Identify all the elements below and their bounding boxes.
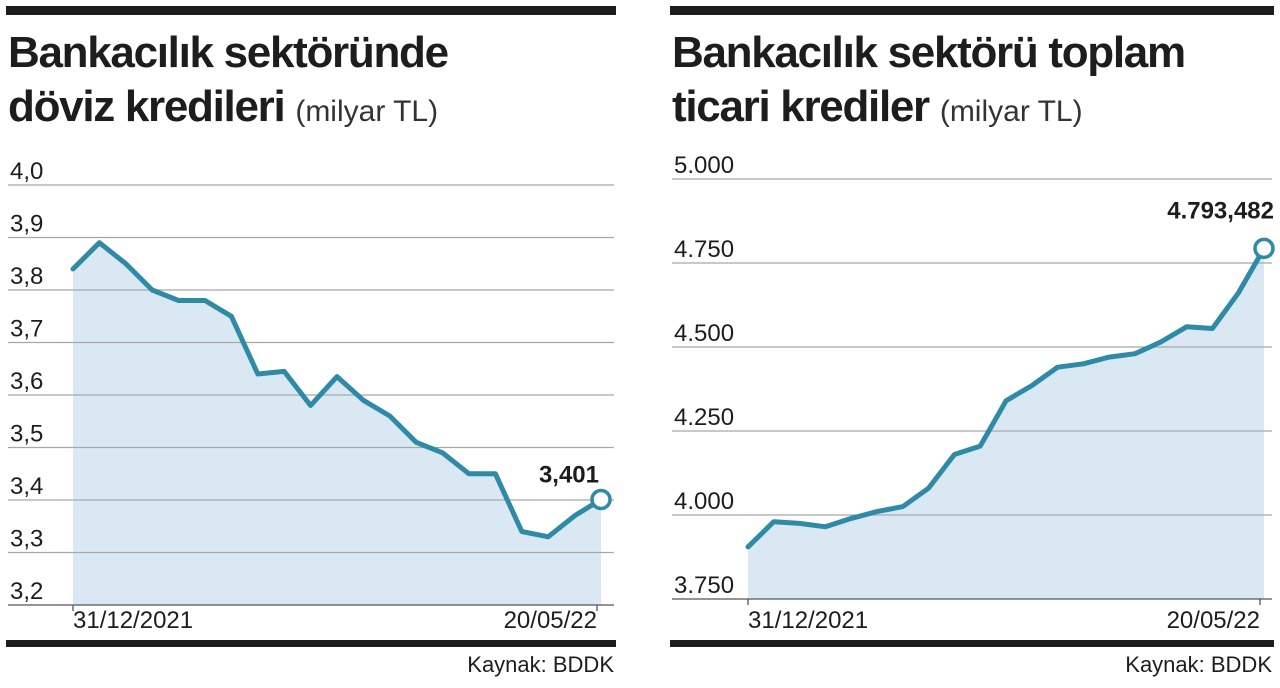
y-tick-label: 3.750 xyxy=(674,572,734,599)
chart-unit: (milyar TL) xyxy=(295,95,439,128)
y-tick-label: 3,9 xyxy=(10,211,43,238)
source-label: Kaynak: BDDK xyxy=(467,652,614,677)
commercial-loans-chart: 5.000 4.750 4.500 4.250 4.000 3.750 31/12/2021… xyxy=(672,152,1275,634)
bottom-rule xyxy=(670,640,1274,647)
last-value-label: 4.793,482 xyxy=(1167,197,1274,224)
x-tick-label: 20/05/22 xyxy=(504,607,597,634)
area-fill xyxy=(73,242,601,605)
y-tick-label: 3,6 xyxy=(10,368,43,395)
series-line xyxy=(745,245,1267,550)
chart-unit: (milyar TL) xyxy=(939,95,1083,128)
fx-loans-chart: 4,0 3,9 3,8 3,7 3,6 3,5 3,4 3,3 3,2 31/12/2021 20/… xyxy=(8,158,614,634)
y-tick-label: 3,8 xyxy=(10,263,43,290)
y-tick-label: 3,4 xyxy=(10,473,43,500)
chart-title: Bankacılık sektöründe döviz kredileri (m… xyxy=(8,26,449,139)
chart-title-line-2: döviz kredileri xyxy=(8,82,286,131)
y-tick-label: 4.500 xyxy=(674,320,734,347)
chart-title: Bankacılık sektörü toplam ticari kredile… xyxy=(672,26,1186,139)
chart-title-line-1: Bankacılık sektörü toplam xyxy=(672,28,1186,77)
y-tick-label: 3,7 xyxy=(10,316,43,343)
x-tick-label: 31/12/2021 xyxy=(748,607,868,634)
y-tick-label: 3,3 xyxy=(10,526,43,553)
last-point-marker xyxy=(1253,237,1275,260)
x-tick-label: 31/12/2021 xyxy=(73,607,193,634)
last-point-marker xyxy=(590,488,612,511)
source-label: Kaynak: BDDK xyxy=(1125,652,1272,677)
chart-panel-commercial-loans: Bankacılık sektörü toplam ticari kredile… xyxy=(664,0,1280,688)
series-line xyxy=(70,240,604,540)
y-tick-label: 3,5 xyxy=(10,421,43,448)
y-tick-label: 3,2 xyxy=(10,578,43,605)
chart-panel-fx-loans: Bankacılık sektöründe döviz kredileri (m… xyxy=(0,0,622,688)
top-rule xyxy=(6,6,616,15)
top-rule xyxy=(670,6,1274,15)
y-tick-label: 4,0 xyxy=(10,158,43,185)
area-fill xyxy=(748,248,1264,599)
y-tick-label: 4.250 xyxy=(674,404,734,431)
chart-title-line-2: ticari krediler xyxy=(672,82,930,131)
last-value-label: 3,401 xyxy=(539,461,599,488)
x-tick-label: 20/05/22 xyxy=(1167,607,1260,634)
bottom-rule xyxy=(6,640,616,647)
chart-title-line-1: Bankacılık sektöründe xyxy=(8,28,449,77)
y-tick-label: 4.000 xyxy=(674,488,734,515)
y-tick-label: 4.750 xyxy=(674,236,734,263)
y-tick-label: 5.000 xyxy=(674,152,734,179)
